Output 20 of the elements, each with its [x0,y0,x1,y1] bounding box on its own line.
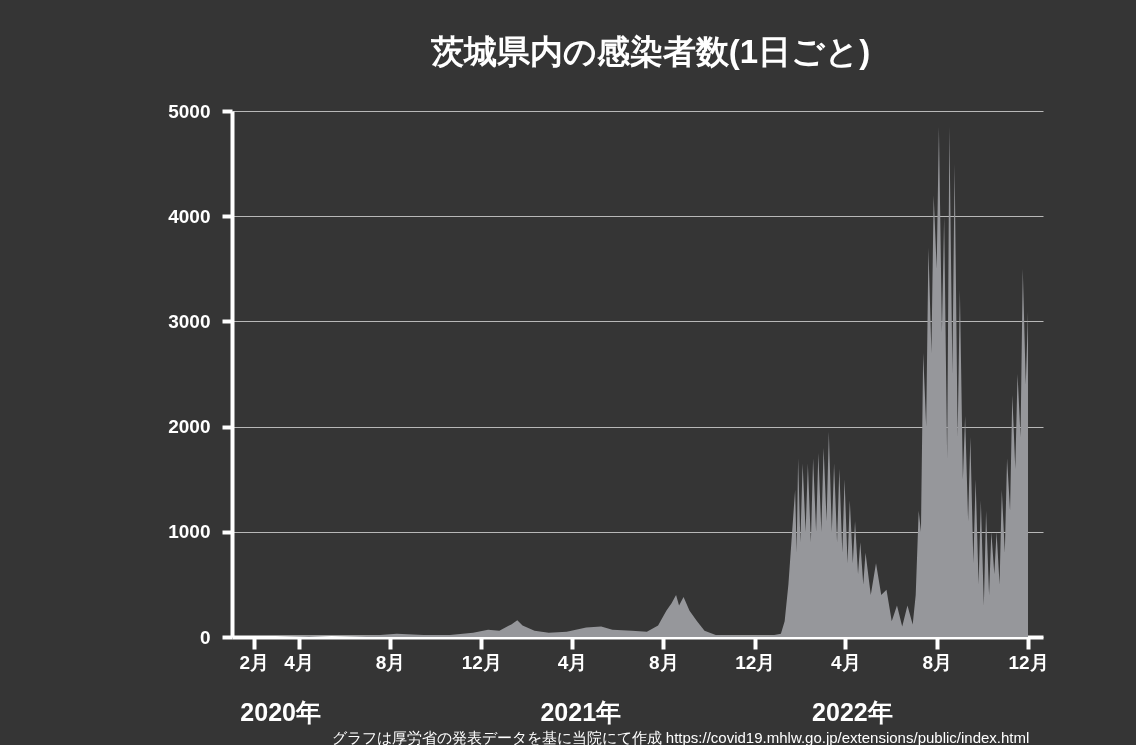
x-tick-label: 8月 [375,651,406,673]
text: 2020年 [240,698,321,726]
x-tick-label: 12月 [735,651,776,673]
text: 2022年 [812,698,893,726]
y-tick-label: 2000 [168,416,211,438]
chart-title: 茨城県内の感染者数(1日ごと) [429,33,871,70]
x-tick-label: 8月 [922,651,952,673]
y-tick-label: 5000 [168,100,211,122]
x-tick-label: 8月 [649,651,679,673]
text: 2021年 [540,698,622,726]
x-tick-label: 12月 [1008,651,1049,673]
x-tick-label: 4月 [284,651,314,673]
y-tick-label: 4000 [168,205,211,227]
x-tick-label: 4月 [831,651,861,673]
y-tick-label: 0 [199,626,211,648]
x-tick-label: 12月 [461,651,502,673]
x-tick-label: 4月 [557,651,588,673]
y-tick-label: 1000 [168,521,211,543]
y-tick-label: 3000 [168,310,211,332]
x-tick-label: 2月 [239,651,270,673]
